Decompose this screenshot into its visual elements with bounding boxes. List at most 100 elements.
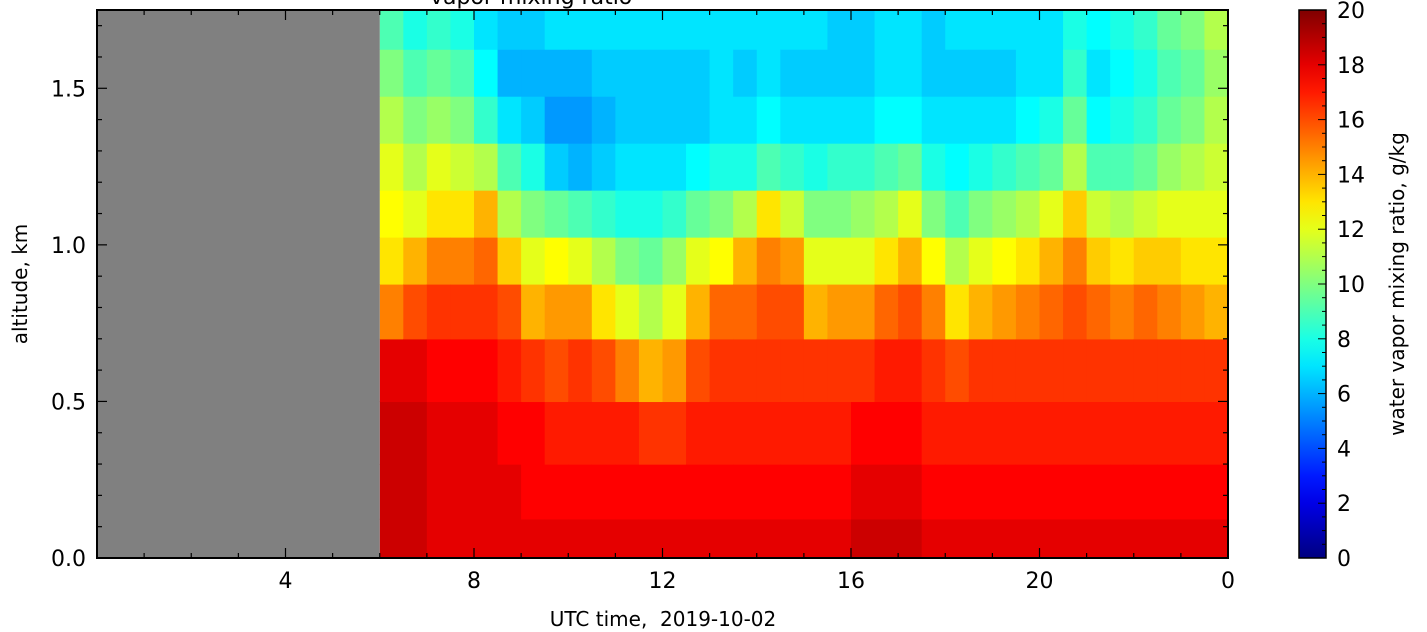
heatmap-cell: [1015, 464, 1041, 520]
heatmap-cell: [1015, 518, 1041, 558]
heatmap-cell: [1133, 190, 1158, 238]
heatmap-cell: [1204, 338, 1228, 403]
heatmap-cell: [803, 518, 829, 558]
heatmap-cell: [827, 96, 852, 144]
heatmap-cell: [544, 338, 569, 403]
heatmap-cell: [379, 401, 404, 465]
heatmap-cell: [803, 401, 829, 465]
heatmap-cell: [568, 237, 593, 285]
heatmap-cell: [921, 49, 946, 97]
heatmap-cell: [450, 190, 475, 238]
colorbar-tick-label: 16: [1337, 109, 1365, 134]
y-tick-label: 1.5: [51, 77, 86, 102]
colorbar-tick-label: 2: [1337, 492, 1351, 517]
heatmap-cell: [686, 284, 711, 340]
heatmap-cell: [1015, 10, 1041, 50]
heatmap-cell: [1157, 401, 1182, 465]
heatmap-cell: [1157, 518, 1182, 558]
heatmap-cell: [1180, 10, 1206, 50]
heatmap-cell: [945, 96, 970, 144]
heatmap-cell: [1015, 401, 1041, 465]
heatmap-cell: [450, 338, 475, 403]
heatmap-cell: [544, 518, 569, 558]
heatmap-cell: [874, 49, 899, 97]
heatmap-cell: [1157, 190, 1182, 238]
heatmap-cell: [662, 237, 687, 285]
heatmap-cell: [662, 49, 687, 97]
y-tick-label: 0.0: [51, 547, 86, 572]
heatmap-layer: [379, 10, 1228, 558]
heatmap-cell: [615, 237, 640, 285]
heatmap-cell: [615, 10, 640, 50]
heatmap-cell: [851, 143, 876, 191]
heatmap-cell: [1110, 237, 1135, 285]
heatmap-cell: [1086, 10, 1111, 50]
heatmap-cell: [945, 284, 970, 340]
heatmap-cell: [615, 518, 640, 558]
heatmap-cell: [450, 237, 475, 285]
heatmap-cell: [521, 49, 546, 97]
heatmap-cell: [733, 284, 758, 340]
heatmap-cell: [874, 237, 899, 285]
heatmap-cell: [709, 518, 734, 558]
heatmap-cell: [733, 190, 758, 238]
heatmap-cell: [709, 338, 734, 403]
heatmap-cell: [379, 96, 404, 144]
heatmap-cell: [851, 338, 876, 403]
heatmap-cell: [474, 190, 499, 238]
heatmap-cell: [426, 237, 452, 285]
heatmap-cell: [709, 284, 734, 340]
heatmap-cell: [474, 401, 499, 465]
heatmap-cell: [756, 190, 781, 238]
heatmap-cell: [450, 284, 475, 340]
heatmap-cell: [992, 96, 1017, 144]
heatmap-cell: [733, 143, 758, 191]
heatmap-cell: [544, 401, 569, 465]
y-tick-label: 1.0: [51, 234, 86, 259]
heatmap-cell: [1039, 518, 1064, 558]
heatmap-cell: [544, 284, 569, 340]
heatmap-cell: [497, 10, 522, 50]
heatmap-cell: [945, 464, 970, 520]
heatmap-cell: [1039, 237, 1064, 285]
heatmap-cell: [1015, 49, 1041, 97]
heatmap-cell: [1157, 143, 1182, 191]
heatmap-cell: [615, 338, 640, 403]
heatmap-cell: [638, 338, 664, 403]
heatmap-cell: [379, 284, 404, 340]
heatmap-cell: [568, 338, 593, 403]
heatmap-cell: [709, 96, 734, 144]
heatmap-cell: [945, 143, 970, 191]
heatmap-cell: [803, 237, 829, 285]
heatmap-cell: [1086, 143, 1111, 191]
heatmap-cell: [1204, 49, 1228, 97]
heatmap-cell: [1063, 190, 1088, 238]
heatmap-cell: [591, 49, 616, 97]
heatmap-cell: [968, 237, 993, 285]
heatmap-cell: [1157, 284, 1182, 340]
heatmap-cell: [733, 401, 758, 465]
heatmap-cell: [426, 284, 452, 340]
heatmap-cell: [945, 338, 970, 403]
heatmap-cell: [1110, 338, 1135, 403]
heatmap-cell: [568, 190, 593, 238]
heatmap-cell: [568, 49, 593, 97]
heatmap-cell: [968, 464, 993, 520]
heatmap-cell: [1133, 284, 1158, 340]
heatmap-cell: [1039, 96, 1064, 144]
heatmap-cell: [662, 518, 687, 558]
heatmap-cell: [686, 143, 711, 191]
heatmap-cell: [403, 49, 428, 97]
heatmap-cell: [1204, 190, 1228, 238]
heatmap-cell: [615, 190, 640, 238]
heatmap-cell: [780, 284, 805, 340]
heatmap-cell: [1157, 10, 1182, 50]
heatmap-cell: [1086, 518, 1111, 558]
heatmap-cell: [1086, 401, 1111, 465]
heatmap-cell: [992, 338, 1017, 403]
heatmap-cell: [921, 96, 946, 144]
heatmap-cell: [426, 96, 452, 144]
heatmap-cell: [1015, 237, 1041, 285]
heatmap-cell: [921, 401, 946, 465]
heatmap-cell: [1133, 237, 1158, 285]
